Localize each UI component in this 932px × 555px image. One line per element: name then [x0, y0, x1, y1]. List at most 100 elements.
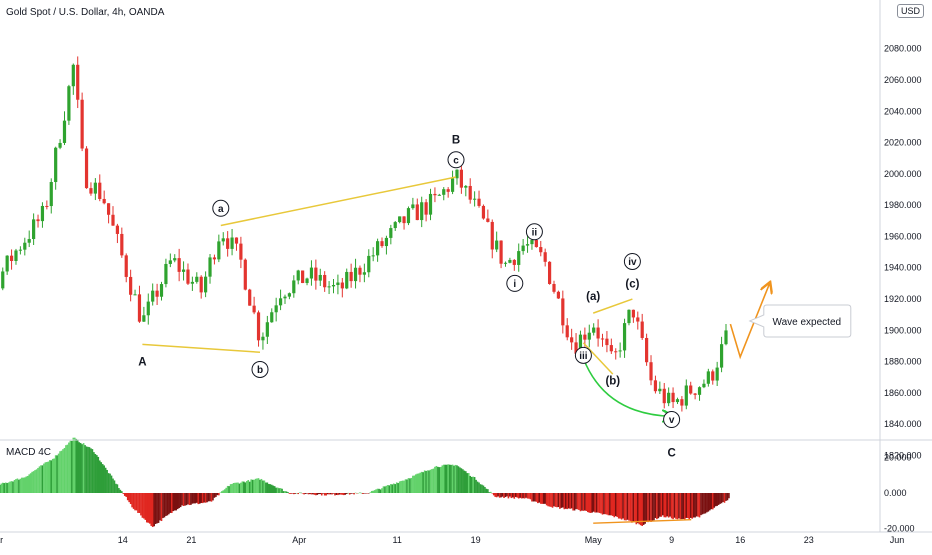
candle	[706, 371, 710, 384]
candle	[49, 182, 53, 207]
macd-bar	[201, 493, 204, 504]
candle	[5, 255, 9, 272]
macd-bar	[644, 493, 646, 524]
wave-label-text: iii	[579, 351, 588, 362]
macd-bar	[7, 482, 10, 493]
macd-bar	[654, 493, 657, 519]
time-tick-label: 19	[471, 535, 481, 545]
candle	[309, 267, 314, 279]
macd-bar	[719, 493, 721, 504]
macd-bar	[454, 464, 457, 493]
wave-label[interactable]: (c)	[625, 278, 639, 290]
macd-bar	[591, 493, 594, 513]
macd-bar	[244, 482, 247, 493]
wave-label[interactable]: A	[138, 357, 146, 369]
macd-bar	[367, 493, 370, 494]
macd-bar	[84, 445, 86, 493]
macd-bar	[282, 491, 285, 493]
wave-trendline[interactable]	[142, 343, 261, 353]
wave-label[interactable]: c	[447, 151, 465, 169]
wave-label[interactable]: v	[663, 411, 681, 429]
wave-label[interactable]: B	[452, 134, 460, 146]
macd-bar	[726, 493, 729, 501]
macd-bar	[326, 493, 329, 495]
macd-bar	[206, 493, 208, 503]
wave-label[interactable]: a	[212, 199, 230, 217]
macd-bar	[479, 484, 482, 493]
macd-bar	[448, 464, 451, 493]
macd-bar	[260, 478, 263, 493]
wave-label[interactable]: ii	[525, 223, 543, 241]
macd-bar	[187, 493, 189, 505]
macd-bar	[514, 493, 517, 497]
candle	[534, 240, 538, 248]
macd-bar	[650, 493, 652, 522]
candle	[261, 336, 265, 341]
macd-bar	[666, 493, 668, 517]
macd-bar	[557, 493, 560, 508]
macd-bar	[275, 487, 277, 493]
candle	[45, 205, 49, 207]
wave-label[interactable]: iii	[574, 346, 592, 364]
macd-bar	[262, 480, 264, 493]
macd-bar	[570, 493, 573, 509]
macd-bar	[63, 447, 66, 493]
wave-trendline[interactable]	[592, 298, 633, 314]
wave-trendline[interactable]	[220, 176, 457, 227]
candle	[239, 243, 243, 260]
candle	[230, 237, 234, 249]
macd-bar	[212, 493, 214, 501]
candle	[380, 241, 384, 247]
macd-bar	[178, 493, 180, 509]
macd-bar	[466, 473, 469, 493]
macd-bar	[210, 493, 213, 502]
expected-wave-arrow[interactable]	[729, 283, 769, 360]
macd-bar	[453, 465, 455, 493]
macd-bar	[507, 493, 510, 499]
time-tick-label: 16	[735, 535, 745, 545]
macd-bar	[75, 438, 78, 493]
time-tick-label: Jun	[890, 535, 905, 545]
macd-bar	[162, 493, 164, 519]
macd-bar	[445, 464, 448, 493]
macd-bar	[247, 480, 250, 493]
macd-divergence-line[interactable]	[593, 518, 692, 524]
macd-bar	[682, 493, 685, 519]
macd-bar	[0, 483, 3, 493]
wave-expected-callout[interactable]: Wave expected	[748, 304, 852, 338]
wave-label[interactable]: (a)	[586, 291, 600, 303]
wave-label[interactable]: (b)	[605, 375, 620, 387]
macd-bar	[182, 493, 185, 507]
candle	[376, 241, 380, 256]
macd-bar	[181, 493, 183, 506]
macd-bar	[154, 493, 157, 524]
candle	[243, 259, 247, 290]
candle	[627, 309, 631, 324]
wave-label[interactable]: b	[251, 360, 269, 378]
wave-label-text: A	[138, 357, 146, 369]
macd-bar	[707, 493, 710, 512]
wave-label[interactable]: i	[506, 274, 524, 292]
macd-bar	[257, 478, 260, 493]
wave-label-text: C	[667, 447, 675, 459]
wave-label[interactable]: iv	[623, 252, 641, 270]
macd-bar	[723, 493, 726, 503]
macd-bar	[144, 493, 147, 520]
macd-bar	[195, 493, 198, 503]
macd-bar	[25, 476, 28, 493]
macd-bar	[451, 464, 454, 493]
wave-label[interactable]: C	[667, 447, 675, 459]
macd-bar	[53, 458, 55, 493]
candle	[433, 193, 437, 196]
macd-bar	[548, 493, 551, 507]
time-tick-label: May	[585, 535, 603, 545]
candle	[583, 334, 587, 340]
macd-bar	[685, 493, 688, 518]
wave-trendline[interactable]	[582, 342, 614, 375]
candle	[146, 301, 150, 316]
currency-badge[interactable]: USD	[896, 4, 924, 18]
price-tick-label: 1980.000	[884, 200, 922, 210]
green-wave-arrow[interactable]	[582, 358, 671, 416]
